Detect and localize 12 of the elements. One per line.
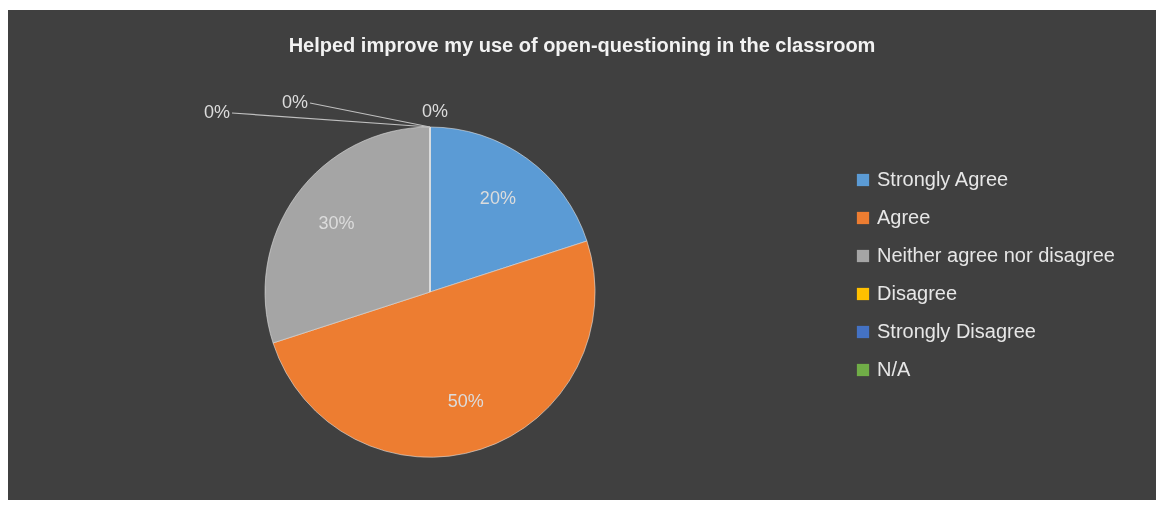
legend-label: N/A xyxy=(877,358,911,380)
text: 0% xyxy=(421,101,448,121)
legend-label: Agree xyxy=(877,206,931,228)
legend-label: Neither agree nor disagree xyxy=(877,244,1115,266)
legend-label: Strongly Agree xyxy=(877,168,1009,190)
legend-label: Strongly Disagree xyxy=(877,320,1036,342)
chart-title: Helped improve my use of open-questioning in the classroom xyxy=(288,34,876,56)
legend-label: Disagree xyxy=(877,282,958,304)
data-label: 50% xyxy=(447,390,484,411)
text: 0% xyxy=(203,102,230,122)
data-label: 20% xyxy=(479,187,516,208)
text: 0% xyxy=(281,92,308,112)
